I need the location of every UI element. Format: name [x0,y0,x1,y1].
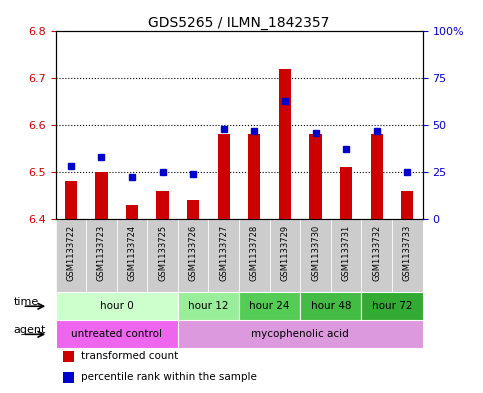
Bar [361,292,423,320]
Text: GSM1133727: GSM1133727 [219,224,228,281]
Bar [178,292,239,320]
Text: transformed count: transformed count [81,351,179,362]
Text: GSM1133725: GSM1133725 [158,224,167,281]
Bar [56,292,178,320]
Text: GSM1133729: GSM1133729 [281,224,289,281]
Text: GSM1133731: GSM1133731 [341,224,351,281]
Bar [331,219,361,292]
Bar [95,172,108,219]
Bar [310,134,322,219]
Bar [248,134,260,219]
Text: GSM1133726: GSM1133726 [189,224,198,281]
Bar [117,219,147,292]
Text: GSM1133730: GSM1133730 [311,224,320,281]
Bar [340,167,352,219]
Bar [126,205,138,219]
Bar [209,219,239,292]
Bar [63,351,74,362]
Text: mycophenolic acid: mycophenolic acid [251,329,349,339]
Text: untreated control: untreated control [71,329,162,339]
Text: hour 0: hour 0 [100,301,134,311]
Text: percentile rank within the sample: percentile rank within the sample [81,372,257,382]
Text: GSM1133723: GSM1133723 [97,224,106,281]
Text: agent: agent [14,325,46,335]
Bar [370,134,383,219]
Bar [178,219,209,292]
Text: GSM1133732: GSM1133732 [372,224,381,281]
Text: hour 12: hour 12 [188,301,229,311]
Text: GSM1133724: GSM1133724 [128,224,137,281]
Bar [86,219,117,292]
Bar [300,292,361,320]
Bar [300,219,331,292]
Bar [218,134,230,219]
Text: time: time [14,297,39,307]
Bar [270,219,300,292]
Bar [401,191,413,219]
Text: GSM1133728: GSM1133728 [250,224,259,281]
Bar [239,219,270,292]
Bar [147,219,178,292]
Text: GSM1133722: GSM1133722 [66,224,75,281]
Bar [279,69,291,219]
Bar [178,320,423,348]
Text: hour 48: hour 48 [311,301,351,311]
Bar [65,181,77,219]
Text: hour 72: hour 72 [372,301,412,311]
Bar [361,219,392,292]
Bar [56,320,178,348]
Bar [156,191,169,219]
Bar [239,292,300,320]
Bar [63,371,74,382]
Text: hour 24: hour 24 [249,301,290,311]
Text: GSM1133733: GSM1133733 [403,224,412,281]
Bar [56,219,86,292]
Title: GDS5265 / ILMN_1842357: GDS5265 / ILMN_1842357 [148,17,330,30]
Bar [392,219,423,292]
Bar [187,200,199,219]
